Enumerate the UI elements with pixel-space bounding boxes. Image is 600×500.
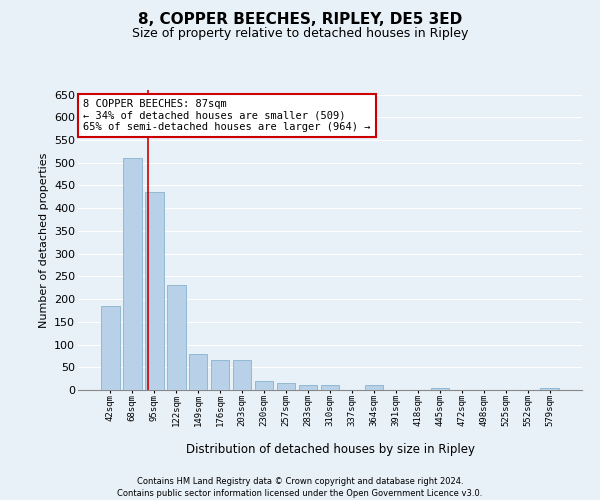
Text: Distribution of detached houses by size in Ripley: Distribution of detached houses by size … xyxy=(185,442,475,456)
Text: Contains public sector information licensed under the Open Government Licence v3: Contains public sector information licen… xyxy=(118,489,482,498)
Text: 8 COPPER BEECHES: 87sqm
← 34% of detached houses are smaller (509)
65% of semi-d: 8 COPPER BEECHES: 87sqm ← 34% of detache… xyxy=(83,99,371,132)
Bar xyxy=(145,192,164,390)
Bar xyxy=(365,386,383,390)
Text: Size of property relative to detached houses in Ripley: Size of property relative to detached ho… xyxy=(132,28,468,40)
Text: Contains HM Land Registry data © Crown copyright and database right 2024.: Contains HM Land Registry data © Crown c… xyxy=(137,478,463,486)
Bar xyxy=(299,386,317,390)
Bar xyxy=(211,360,229,390)
Bar xyxy=(167,286,185,390)
Bar xyxy=(320,386,340,390)
Bar xyxy=(255,381,274,390)
Bar xyxy=(101,306,119,390)
Bar xyxy=(189,354,208,390)
Text: 8, COPPER BEECHES, RIPLEY, DE5 3ED: 8, COPPER BEECHES, RIPLEY, DE5 3ED xyxy=(138,12,462,28)
Bar xyxy=(541,388,559,390)
Bar xyxy=(233,360,251,390)
Y-axis label: Number of detached properties: Number of detached properties xyxy=(38,152,49,328)
Bar xyxy=(277,383,295,390)
Bar xyxy=(123,158,142,390)
Bar xyxy=(431,388,449,390)
